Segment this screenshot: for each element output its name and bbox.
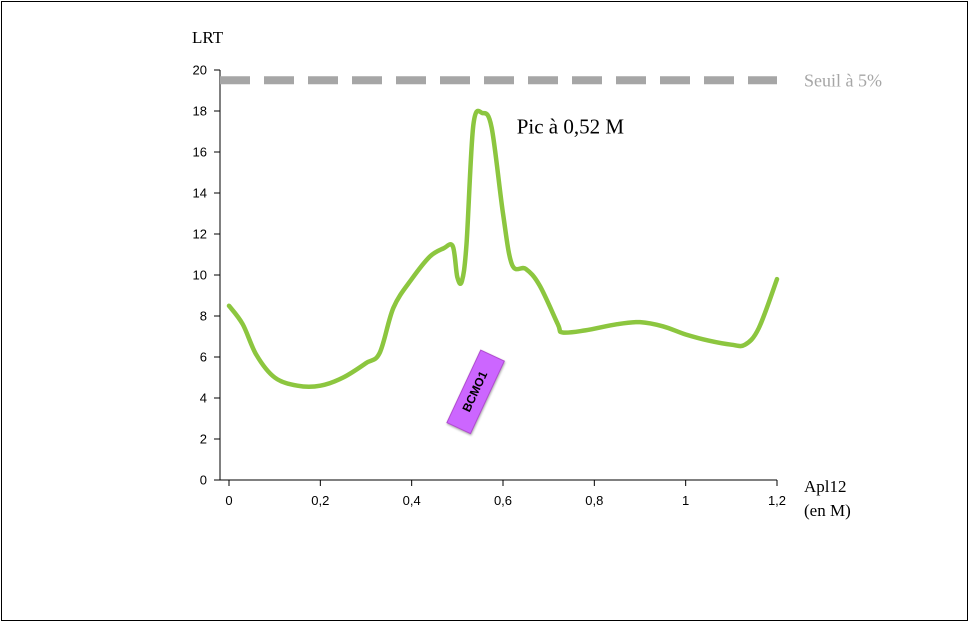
x-tick-label: 0,4 <box>403 493 421 508</box>
y-tick-label: 2 <box>200 432 207 447</box>
y-tick-label: 8 <box>200 309 207 324</box>
x-tick-label: 0 <box>225 493 232 508</box>
bcmo1-gene-marker: BCMO1 <box>446 349 505 435</box>
y-tick-label: 10 <box>193 268 207 283</box>
x-tick-label: 0,8 <box>585 493 603 508</box>
y-tick-label: 18 <box>193 104 207 119</box>
x-tick-label: 1 <box>682 493 689 508</box>
x-axis-label-line1: Apl12 <box>804 477 847 496</box>
x-ticks: 0 0,2 0,4 0,6 0,8 1 1,2 <box>225 480 786 508</box>
y-axis-label: LRT <box>192 28 224 47</box>
x-axis-label-line2: (en M) <box>804 501 851 520</box>
y-tick-label: 20 <box>193 63 207 78</box>
lrt-series-line <box>226 108 780 389</box>
y-tick-label: 4 <box>200 391 207 406</box>
x-tick-label: 0,6 <box>494 493 512 508</box>
y-tick-label: 12 <box>193 227 207 242</box>
y-tick-label: 16 <box>193 145 207 160</box>
y-ticks: 0 2 4 6 8 10 12 14 16 18 20 <box>193 63 220 488</box>
x-tick-label: 1,2 <box>768 493 786 508</box>
y-tick-label: 0 <box>200 473 207 488</box>
x-tick-label: 0,2 <box>311 493 329 508</box>
y-tick-label: 14 <box>193 186 207 201</box>
threshold-label: Seuil à 5% <box>804 70 882 90</box>
axes <box>219 70 777 481</box>
y-tick-label: 6 <box>200 350 207 365</box>
gene-marker-box <box>446 349 505 435</box>
peak-annotation: Pic à 0,52 M <box>517 115 625 139</box>
